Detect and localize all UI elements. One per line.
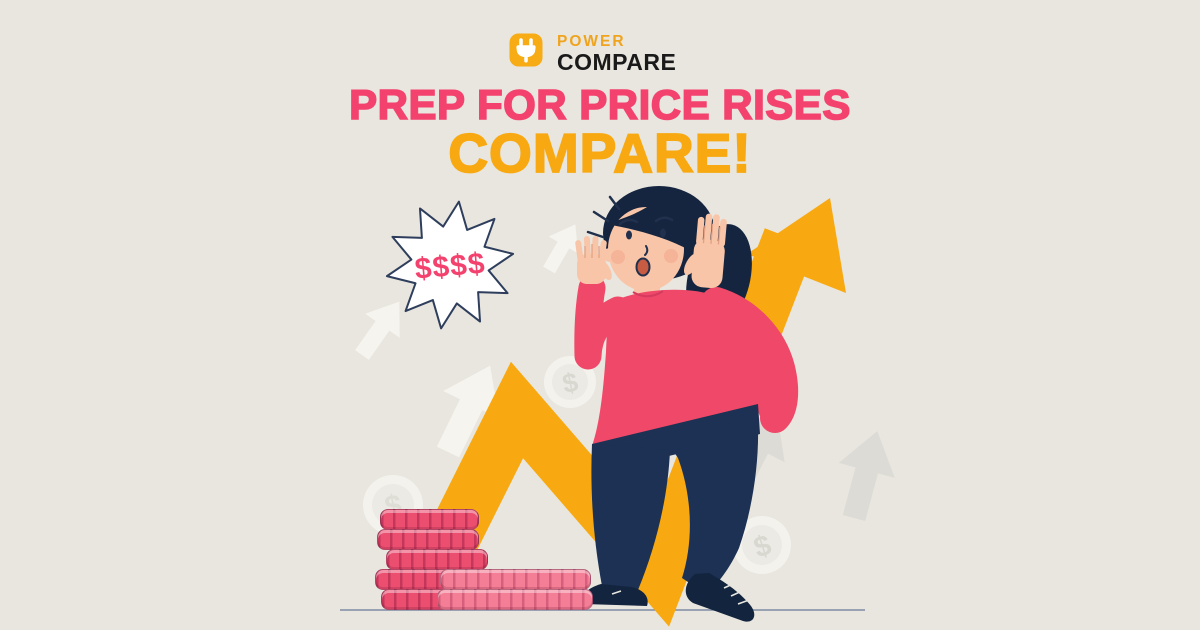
woman-right-hand <box>684 213 727 289</box>
grey-up-arrow-icon <box>838 431 895 522</box>
sweater-neckline <box>632 290 664 298</box>
white-up-arrow-icon <box>436 365 499 458</box>
pink-coin <box>386 549 488 570</box>
woman-left-arm <box>574 274 632 370</box>
surprise-lines <box>586 195 621 239</box>
pink-coin <box>380 509 479 530</box>
brand-word-compare: COMPARE <box>557 48 677 75</box>
brand-wordmark: POWER COMPARE <box>557 33 676 74</box>
starburst-shape <box>385 200 515 330</box>
woman-facial-features <box>611 216 678 277</box>
woman-shoes <box>582 573 755 622</box>
woman-right-forearm <box>703 303 788 431</box>
brand-word-power: POWER <box>557 33 626 50</box>
grey-dollar-coin-icon: $ <box>544 356 596 408</box>
woman-pants <box>591 404 760 594</box>
woman-left-hand <box>575 236 612 284</box>
white-up-arrows <box>355 224 579 458</box>
pink-coin <box>437 589 593 610</box>
white-up-arrow-icon <box>543 224 579 274</box>
pink-coin <box>377 529 479 550</box>
price-rise-arrowhead <box>747 198 846 293</box>
coin-dollar-symbol: $ <box>560 367 581 399</box>
headline-line2: COMPARE! <box>447 122 752 184</box>
white-up-arrow-icon <box>355 301 400 360</box>
grey-dollar-coin-icon: $ <box>733 516 791 574</box>
woman-illustration <box>574 186 799 622</box>
plug-glyph <box>516 38 536 63</box>
price-burst: $$$$ <box>385 200 515 330</box>
headline-line1: PREP FOR PRICE RISES <box>348 81 851 128</box>
burst-price-label: $$$$ <box>413 247 486 286</box>
woman-hair-fringe <box>606 196 708 260</box>
power-plug-icon <box>509 33 543 67</box>
brand-logo: POWER COMPARE <box>509 33 676 74</box>
pink-coin <box>440 569 591 590</box>
